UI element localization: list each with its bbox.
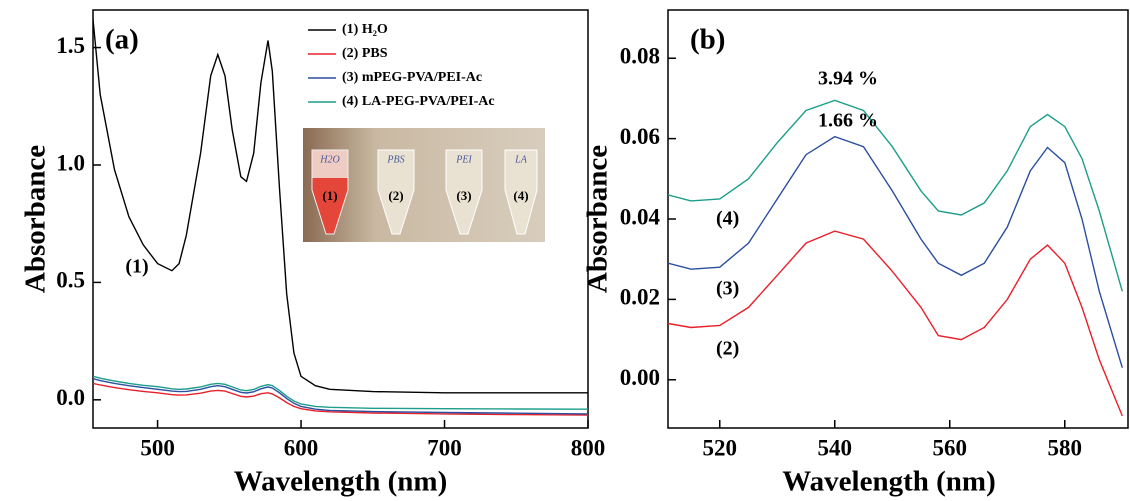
y-tick-label: 1.0: [56, 150, 85, 175]
legend-label: (4) LA-PEG-PVA/PEI-Ac: [342, 94, 495, 109]
tube-number: (3): [456, 188, 471, 203]
y-tick-label: 1.5: [56, 33, 85, 58]
x-tick-label: 800: [571, 435, 606, 460]
tube: [504, 149, 538, 235]
y-tick-label: 0.5: [56, 268, 85, 293]
curve-label: (3): [716, 278, 739, 300]
y-tick-label: 0.04: [620, 204, 661, 229]
series-line: [668, 135, 1123, 368]
plot-frame: [92, 9, 589, 429]
x-tick-label: 560: [933, 435, 968, 460]
annotation: 3.94 %: [818, 68, 878, 90]
x-tick-label: 600: [284, 435, 319, 460]
series-line: [93, 378, 588, 415]
x-tick-label: 580: [1048, 435, 1083, 460]
curve-label: (4): [716, 208, 739, 230]
x-tick-label: 700: [427, 435, 462, 460]
y-tick-label: 0.00: [620, 365, 660, 390]
series-line: [93, 382, 588, 416]
series-line: [668, 230, 1123, 417]
x-tick-label: 500: [140, 435, 175, 460]
inset-photo: [303, 128, 545, 242]
x-tick-label: 540: [818, 435, 853, 460]
tube-caption: H2O: [319, 154, 339, 165]
tube-number: (4): [513, 188, 528, 203]
curve-label: (2): [716, 338, 739, 360]
tube: [445, 149, 483, 235]
legend-label: (1) H₂O: [342, 22, 388, 37]
tube: [377, 149, 415, 235]
y-tick-label: 0.08: [620, 44, 660, 69]
annotation: 1.66 %: [818, 110, 878, 132]
x-axis-title: Wavelength (nm): [782, 466, 995, 498]
tube-caption: PEI: [455, 154, 472, 165]
tube-caption: PBS: [386, 154, 404, 165]
legend-label: (2) PBS: [342, 46, 388, 61]
annotation: (1): [125, 256, 148, 278]
panel-label: (a): [105, 24, 139, 56]
y-tick-label: 0.0: [56, 385, 85, 410]
panel-label: (b): [690, 24, 725, 56]
x-axis-title: Wavelength (nm): [234, 466, 447, 498]
tube-number: (1): [322, 188, 337, 203]
tube-number: (2): [388, 188, 403, 203]
legend-label: (3) mPEG-PVA/PEI-Ac: [342, 70, 482, 85]
tube-caption: LA: [514, 154, 528, 165]
y-axis-title: Absorbance: [582, 145, 614, 293]
tube-top: [312, 150, 348, 178]
series-line: [93, 19, 588, 394]
y-axis-title: Absorbance: [20, 145, 52, 293]
x-tick-label: 520: [703, 435, 738, 460]
series-line: [93, 375, 588, 410]
series-line: [668, 99, 1123, 292]
y-tick-label: 0.02: [620, 285, 660, 310]
y-tick-label: 0.06: [620, 124, 660, 149]
